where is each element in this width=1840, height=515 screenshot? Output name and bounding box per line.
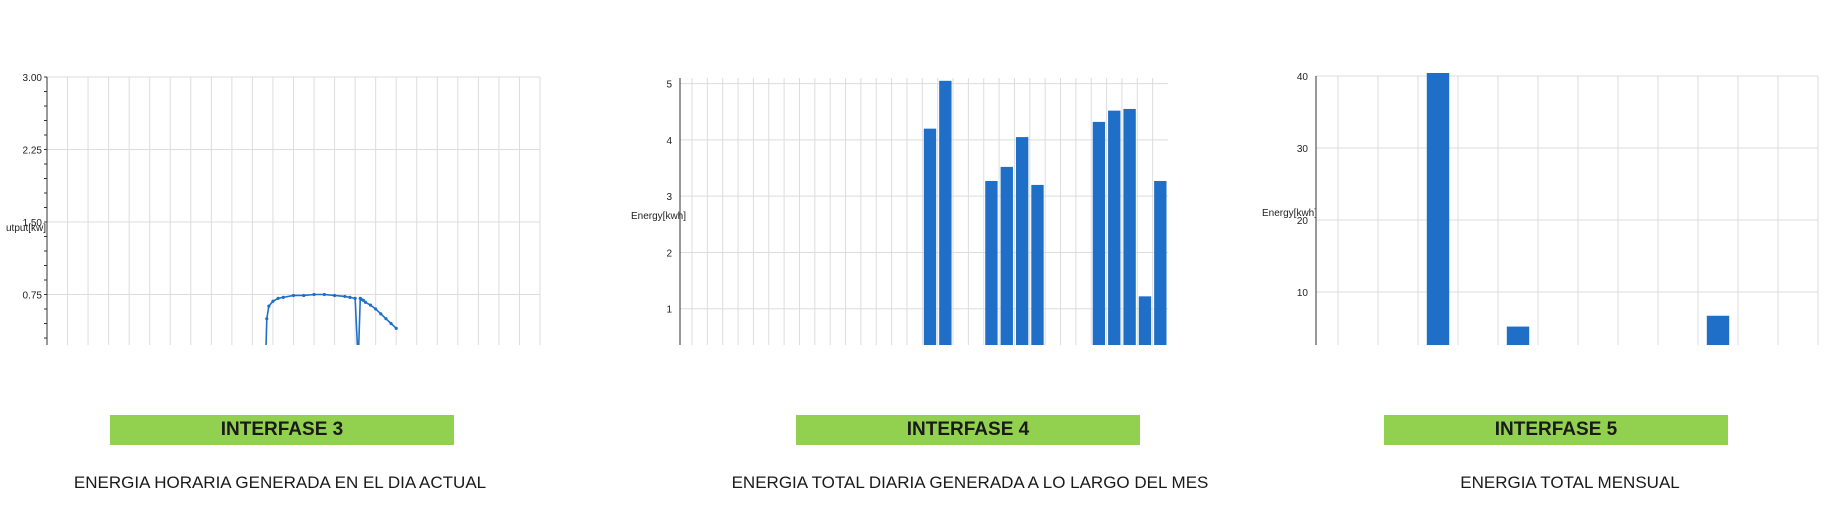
bar-day-20 — [985, 180, 998, 345]
y-tick-label: 30 — [1297, 144, 1309, 155]
y-tick-label: 2 — [666, 248, 672, 259]
hourly-power-chart: utput[kw] 0.751.502.253.001:003:005:007:… — [6, 73, 541, 345]
y-tick-label: 1.50 — [23, 218, 43, 229]
interfase-3-caption: ENERGIA HORARIA GENERADA EN EL DIA ACTUA… — [73, 473, 487, 492]
bar-day-17 — [939, 80, 952, 345]
power-point — [291, 293, 296, 298]
power-point — [265, 317, 269, 321]
y-tick-label: 10 — [1297, 288, 1309, 299]
y-tick-label: 4 — [666, 136, 672, 147]
power-point — [353, 296, 357, 300]
y-tick-label: 1 — [666, 305, 672, 316]
power-point — [312, 292, 316, 297]
power-point — [271, 299, 275, 303]
bar-day-28 — [1108, 110, 1121, 345]
bar-day-23 — [1031, 184, 1044, 345]
power-point — [281, 295, 285, 299]
interfase-3-banner: INTERFASE 3 — [110, 415, 454, 445]
bar-oct — [1706, 315, 1730, 345]
power-point — [332, 293, 337, 298]
power-point — [267, 304, 271, 308]
bar-day-29 — [1123, 108, 1136, 345]
power-point — [322, 292, 326, 297]
y-axis-label: Energy[kwh] — [1262, 208, 1317, 219]
y-tick-label: 2.25 — [23, 146, 43, 157]
y-tick-label: 3 — [666, 192, 672, 203]
power-point — [384, 317, 388, 321]
power-point — [343, 294, 347, 299]
interfase-5-caption: ENERGIA TOTAL MENSUAL — [1460, 473, 1680, 492]
bar-day-16 — [923, 128, 937, 345]
y-tick-label: 40 — [1297, 72, 1309, 83]
power-point — [302, 293, 306, 298]
power-point — [348, 295, 352, 299]
y-tick-label: 3.00 — [23, 73, 43, 84]
y-axis-label: Energy[kwh] — [631, 211, 686, 222]
power-point — [374, 307, 378, 311]
monthly-energy-chart: Energy[kwh] 10203040JanFebMarAprMayJunJu… — [1262, 72, 1819, 345]
daily-energy-chart: Energy[kwh] 1234501030507091113151719212… — [631, 78, 1168, 345]
interfase-4-banner: INTERFASE 4 — [796, 415, 1140, 445]
bar-day-22 — [1015, 137, 1029, 345]
power-point — [379, 312, 383, 316]
power-point — [389, 321, 393, 326]
power-point — [361, 298, 365, 302]
interfase-5-banner: INTERFASE 5 — [1384, 415, 1728, 445]
power-point — [276, 296, 280, 300]
bar-day-27 — [1092, 121, 1106, 345]
y-axis-label: utput[kw] — [6, 223, 46, 234]
bar-day-31 — [1154, 180, 1167, 345]
power-point — [394, 326, 398, 330]
interfase-4-caption: ENERGIA TOTAL DIARIA GENERADA A LO LARGO… — [731, 473, 1209, 492]
power-point — [363, 300, 367, 304]
bar-day-30 — [1138, 296, 1152, 345]
bar-day-21 — [1000, 166, 1013, 345]
y-tick-label: 5 — [666, 80, 672, 91]
bar-mar — [1426, 73, 1450, 345]
y-tick-label: 20 — [1297, 216, 1309, 227]
y-tick-label: 0.75 — [23, 291, 43, 302]
bar-may — [1506, 326, 1530, 345]
power-point — [368, 303, 373, 307]
